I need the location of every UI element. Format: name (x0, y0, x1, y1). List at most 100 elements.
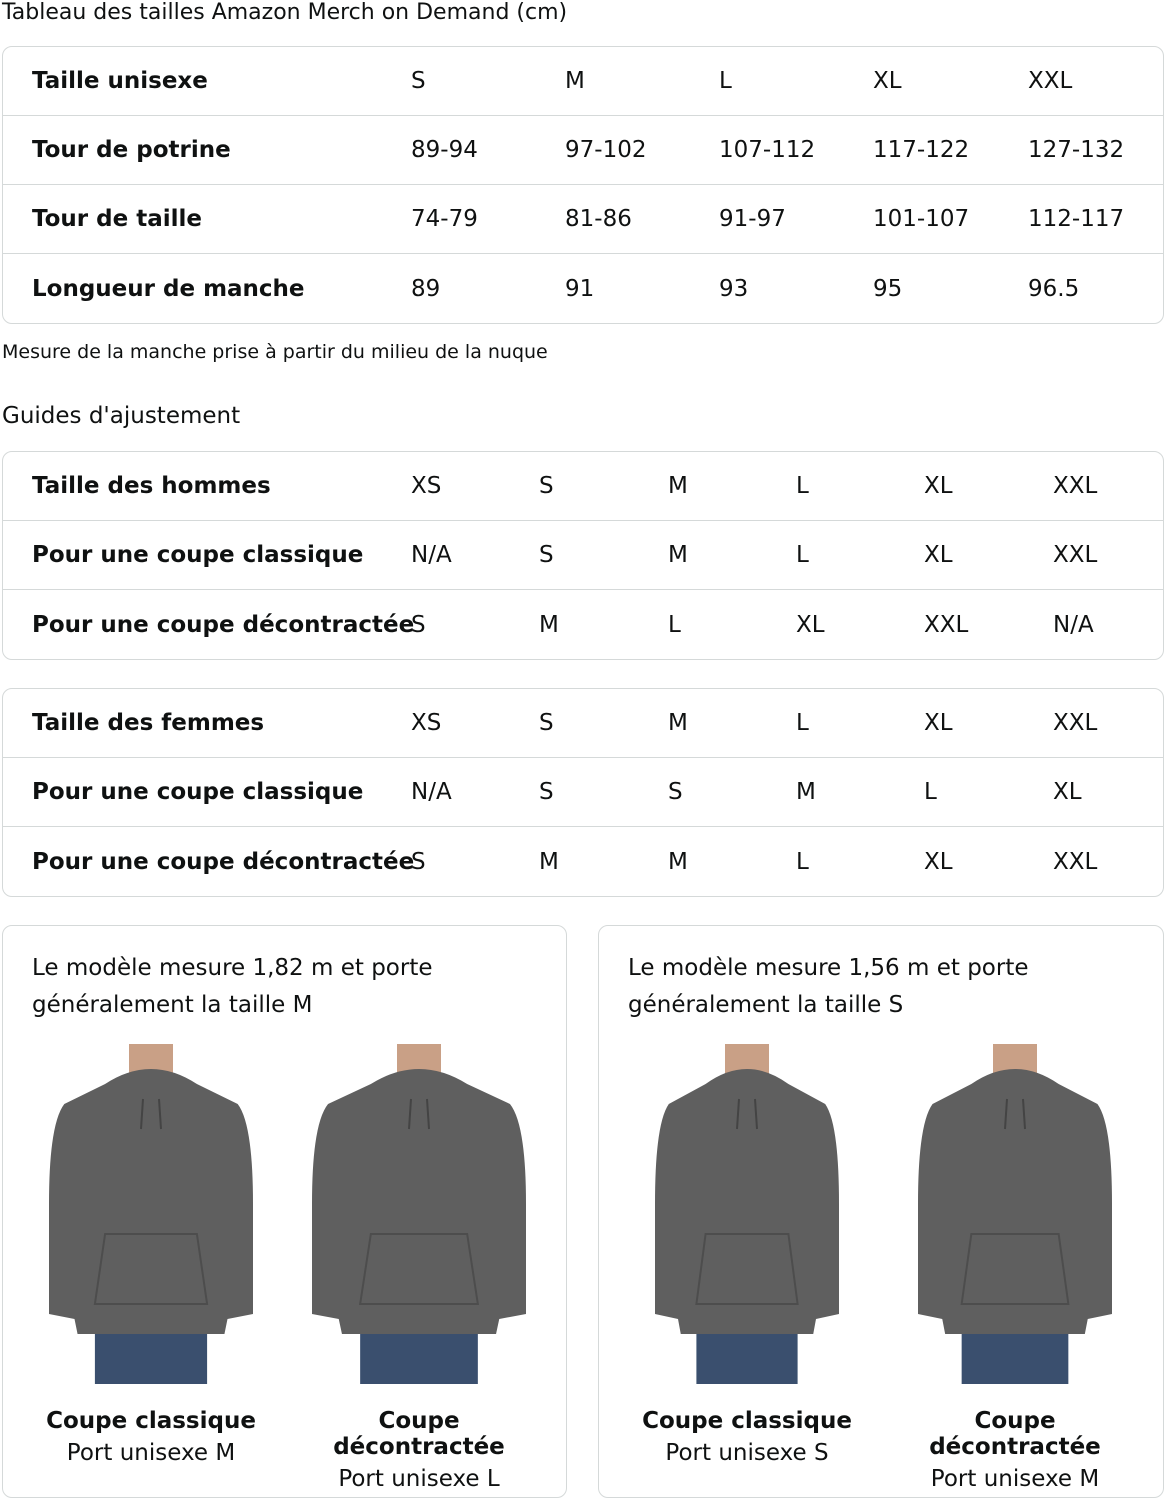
table-cell: XL (924, 848, 953, 875)
table-cell: XS (411, 710, 442, 736)
table-cell: 74-79 (411, 206, 478, 232)
size-label: Port unisexe M (66, 1440, 236, 1466)
table-cell: 112-117 (1028, 206, 1125, 232)
table-cell: 107-112 (719, 137, 816, 163)
table-cell: S (539, 779, 554, 805)
table-cell: XXL (1053, 710, 1098, 736)
table-cell: S (411, 848, 426, 875)
table-cell: S (539, 710, 554, 736)
table-cell: S (539, 542, 554, 568)
page-title: Tableau des tailles Amazon Merch on Dema… (2, 0, 568, 25)
row-label: Taille des hommes (32, 473, 271, 499)
table-cell: M (539, 848, 559, 875)
table-cell: XL (924, 710, 953, 736)
table-cell: 101-107 (873, 206, 970, 232)
women-fit-table: Taille des femmes XS S M L XL XXL Pour une coup… (2, 688, 1164, 897)
figure-classic-fit: Coupe classique Port unisexe M (31, 1044, 271, 1466)
row-label: Longueur de manche (32, 275, 305, 302)
row-label: Taille unisexe (32, 68, 208, 94)
table-cell: M (796, 779, 816, 805)
size-label: Port unisexe S (665, 1440, 829, 1466)
table-row: Taille des hommes XS S M L XL XXL (3, 452, 1163, 521)
table-cell: L (796, 473, 809, 499)
table-cell: L (719, 68, 732, 94)
table-cell: XL (1053, 779, 1082, 805)
table-cell: 89-94 (411, 137, 478, 163)
hoodie-image (49, 1044, 253, 1384)
table-cell: XXL (924, 611, 969, 638)
table-cell: L (924, 779, 937, 805)
table-cell: 97-102 (565, 137, 647, 163)
hoodie-image (312, 1044, 526, 1384)
hoodie-image (655, 1044, 839, 1384)
table-row: Pour une coupe décontractée S M M L XL XXL (3, 827, 1163, 896)
size-label: Port unisexe M (930, 1466, 1100, 1492)
model-card-men: Le modèle mesure 1,82 m et porte général… (2, 925, 567, 1498)
table-cell: XL (924, 473, 953, 499)
table-cell: XL (796, 611, 825, 638)
figure-relaxed-fit: Coupe décontractée Port unisexe M (895, 1044, 1135, 1492)
table-cell: N/A (411, 779, 452, 805)
table-cell: S (539, 473, 554, 499)
fit-guide-title: Guides d'ajustement (2, 403, 241, 429)
table-cell: 117-122 (873, 137, 970, 163)
table-cell: 96.5 (1028, 275, 1080, 302)
table-cell: L (796, 710, 809, 736)
table-cell: L (796, 542, 809, 568)
row-label: Pour une coupe classique (32, 542, 364, 568)
figure-relaxed-fit: Coupe décontractée Port unisexe L (299, 1044, 539, 1492)
table-row: Taille unisexe S M L XL XXL (3, 47, 1163, 116)
size-table: Taille unisexe S M L XL XXL Tour de potrine 89-… (2, 46, 1164, 324)
row-label: Taille des femmes (32, 710, 265, 736)
sleeve-note: Mesure de la manche prise à partir du mi… (2, 341, 548, 363)
figure-classic-fit: Coupe classique Port unisexe S (627, 1044, 867, 1466)
table-cell: M (668, 542, 688, 568)
row-label: Pour une coupe décontractée (32, 848, 415, 875)
table-row: Tour de taille 74-79 81-86 91-97 101-107 112-… (3, 185, 1163, 254)
model-card-women: Le modèle mesure 1,56 m et porte général… (598, 925, 1164, 1498)
table-cell: XXL (1053, 542, 1098, 568)
table-cell: M (565, 68, 585, 94)
fit-label: Coupe classique (642, 1408, 852, 1434)
table-cell: 95 (873, 275, 903, 302)
table-cell: XXL (1053, 473, 1098, 499)
table-cell: XL (873, 68, 902, 94)
table-cell: 91-97 (719, 206, 786, 232)
row-label: Pour une coupe décontractée (32, 611, 415, 638)
model-description: Le modèle mesure 1,56 m et porte général… (628, 955, 1029, 1018)
table-cell: 89 (411, 275, 441, 302)
row-label: Tour de potrine (32, 137, 231, 163)
table-cell: N/A (411, 542, 452, 568)
table-row: Longueur de manche 89 91 93 95 96.5 (3, 254, 1163, 323)
table-cell: XL (924, 542, 953, 568)
table-cell: N/A (1053, 611, 1094, 638)
row-label: Pour une coupe classique (32, 779, 364, 805)
model-description: Le modèle mesure 1,82 m et porte général… (32, 955, 433, 1018)
table-row: Pour une coupe classique N/A S S M L XL (3, 758, 1163, 827)
fit-label: Coupe décontractée (333, 1408, 505, 1460)
table-cell: XXL (1053, 848, 1098, 875)
hoodie-image (918, 1044, 1112, 1384)
table-cell: M (668, 473, 688, 499)
table-cell: XS (411, 473, 442, 499)
table-cell: S (668, 779, 683, 805)
table-cell: 81-86 (565, 206, 632, 232)
table-cell: 93 (719, 275, 749, 302)
fit-label: Coupe classique (46, 1408, 256, 1434)
table-cell: M (668, 848, 688, 875)
size-label: Port unisexe L (338, 1466, 500, 1492)
table-cell: M (539, 611, 559, 638)
table-cell: S (411, 68, 426, 94)
table-cell: M (668, 710, 688, 736)
row-label: Tour de taille (32, 206, 202, 232)
table-row: Pour une coupe classique N/A S M L XL XXL (3, 521, 1163, 590)
table-row: Tour de potrine 89-94 97-102 107-112 117-122… (3, 116, 1163, 185)
table-row: Pour une coupe décontractée S M L XL XXL N/A (3, 590, 1163, 659)
men-fit-table: Taille des hommes XS S M L XL XXL Pour une coup… (2, 451, 1164, 660)
table-row: Taille des femmes XS S M L XL XXL (3, 689, 1163, 758)
table-cell: XXL (1028, 68, 1073, 94)
fit-label: Coupe décontractée (929, 1408, 1101, 1460)
table-cell: L (796, 848, 809, 875)
table-cell: 127-132 (1028, 137, 1125, 163)
table-cell: 91 (565, 275, 595, 302)
